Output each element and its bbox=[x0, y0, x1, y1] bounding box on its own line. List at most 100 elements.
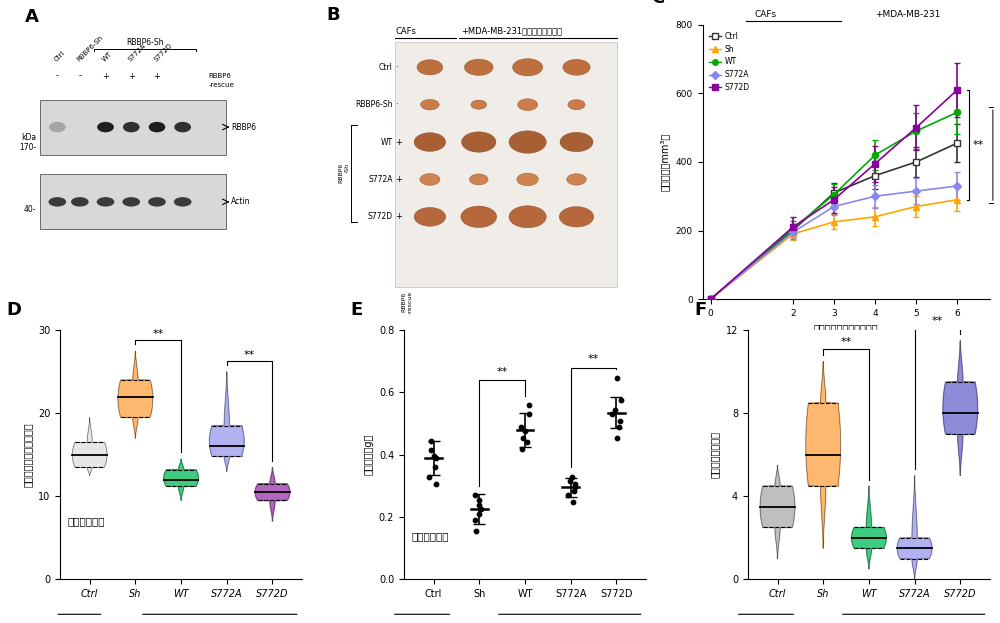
Text: **: ** bbox=[588, 354, 599, 364]
Ellipse shape bbox=[414, 207, 446, 226]
Point bbox=[607, 405, 623, 415]
Legend: Ctrl, Sh, WT, S772A, S772D: Ctrl, Sh, WT, S772A, S772D bbox=[706, 29, 753, 95]
Ellipse shape bbox=[563, 59, 590, 75]
Polygon shape bbox=[255, 467, 290, 521]
Text: **: ** bbox=[840, 337, 852, 347]
Ellipse shape bbox=[174, 197, 192, 207]
Polygon shape bbox=[852, 486, 886, 569]
Point bbox=[514, 444, 530, 454]
Text: CAFs: CAFs bbox=[754, 10, 776, 19]
Point bbox=[609, 432, 625, 442]
Point bbox=[565, 497, 581, 506]
Text: 170-: 170- bbox=[19, 143, 36, 151]
Text: RBBP6: RBBP6 bbox=[231, 123, 256, 131]
Ellipse shape bbox=[49, 122, 66, 132]
Polygon shape bbox=[897, 475, 932, 579]
Text: RBBP6: RBBP6 bbox=[208, 73, 231, 79]
Point bbox=[604, 409, 620, 419]
Bar bbox=[40, 174, 226, 229]
Text: WT: WT bbox=[380, 138, 393, 146]
Ellipse shape bbox=[469, 174, 488, 185]
Ellipse shape bbox=[97, 122, 114, 132]
Ellipse shape bbox=[174, 122, 191, 132]
Text: +MDA-MB-231（多柔比星治疗）: +MDA-MB-231（多柔比星治疗） bbox=[462, 26, 563, 35]
Text: RBBP6-Sh: RBBP6-Sh bbox=[76, 34, 104, 62]
Text: **: ** bbox=[153, 329, 164, 339]
Text: Ctrl: Ctrl bbox=[53, 49, 66, 62]
Text: ·: · bbox=[395, 63, 398, 72]
Text: -rescue: -rescue bbox=[208, 82, 234, 88]
Ellipse shape bbox=[518, 98, 538, 111]
Y-axis label: 肿瘾重量（g）: 肿瘾重量（g） bbox=[363, 434, 373, 475]
Ellipse shape bbox=[559, 207, 594, 227]
Point bbox=[566, 486, 582, 496]
Text: **: ** bbox=[244, 350, 255, 359]
Ellipse shape bbox=[517, 173, 538, 186]
Ellipse shape bbox=[148, 197, 166, 207]
Ellipse shape bbox=[461, 206, 497, 227]
Bar bbox=[40, 100, 226, 155]
Point bbox=[612, 416, 628, 426]
Ellipse shape bbox=[509, 206, 546, 228]
Y-axis label: 肌转移数目（个）: 肌转移数目（个） bbox=[710, 431, 720, 478]
Point bbox=[567, 482, 583, 492]
Ellipse shape bbox=[513, 59, 543, 76]
Ellipse shape bbox=[420, 173, 440, 186]
Polygon shape bbox=[164, 459, 198, 500]
Polygon shape bbox=[118, 351, 153, 438]
Text: RBBP6
-Sh: RBBP6 -Sh bbox=[339, 163, 349, 183]
Bar bbox=[395, 42, 617, 287]
Text: RBBP6-Sh: RBBP6-Sh bbox=[126, 39, 164, 47]
Ellipse shape bbox=[471, 100, 487, 109]
Point bbox=[471, 500, 487, 510]
Text: E: E bbox=[351, 302, 363, 319]
Ellipse shape bbox=[568, 100, 585, 110]
Point bbox=[513, 422, 529, 432]
Point bbox=[427, 462, 443, 472]
Text: S772D: S772D bbox=[153, 42, 173, 62]
Ellipse shape bbox=[414, 133, 446, 151]
Ellipse shape bbox=[417, 60, 443, 75]
Text: +: + bbox=[128, 72, 135, 80]
Point bbox=[473, 505, 489, 515]
Ellipse shape bbox=[462, 132, 496, 152]
Point bbox=[423, 445, 439, 455]
Y-axis label: 肿瘾体积倍增时间（天）: 肿瘾体积倍增时间（天） bbox=[22, 422, 32, 487]
Ellipse shape bbox=[123, 122, 140, 132]
Ellipse shape bbox=[509, 131, 546, 153]
Text: 多柔比星治疗: 多柔比星治疗 bbox=[67, 516, 105, 526]
Ellipse shape bbox=[48, 197, 66, 207]
Ellipse shape bbox=[97, 197, 114, 207]
Text: -: - bbox=[56, 72, 59, 80]
Text: **: ** bbox=[932, 316, 943, 326]
Text: S772D: S772D bbox=[367, 212, 393, 221]
X-axis label: 多柔比星治疗时间（周）: 多柔比星治疗时间（周） bbox=[814, 323, 879, 333]
Polygon shape bbox=[943, 341, 978, 475]
Text: 多柔比星治疗: 多柔比星治疗 bbox=[411, 531, 449, 541]
Point bbox=[564, 472, 580, 482]
Ellipse shape bbox=[122, 197, 140, 207]
Text: S772A: S772A bbox=[368, 175, 393, 184]
Text: D: D bbox=[7, 302, 22, 319]
Point bbox=[423, 436, 439, 446]
Point bbox=[562, 476, 578, 486]
Point bbox=[519, 437, 535, 447]
Point bbox=[515, 432, 531, 442]
Text: Actin: Actin bbox=[231, 197, 250, 206]
Text: +: + bbox=[395, 175, 402, 184]
Text: RBBP6-Sh: RBBP6-Sh bbox=[355, 100, 393, 109]
Point bbox=[471, 495, 487, 505]
Point bbox=[428, 480, 444, 490]
Point bbox=[467, 490, 483, 500]
Text: +: + bbox=[395, 138, 402, 146]
Text: -: - bbox=[78, 72, 81, 80]
Point bbox=[611, 422, 627, 432]
Ellipse shape bbox=[567, 174, 586, 185]
Text: +: + bbox=[102, 72, 109, 80]
Polygon shape bbox=[760, 465, 795, 559]
Text: S772A: S772A bbox=[127, 42, 147, 62]
Ellipse shape bbox=[464, 59, 493, 75]
Text: +: + bbox=[154, 72, 160, 80]
Ellipse shape bbox=[560, 132, 593, 152]
Text: kDa: kDa bbox=[21, 133, 36, 141]
